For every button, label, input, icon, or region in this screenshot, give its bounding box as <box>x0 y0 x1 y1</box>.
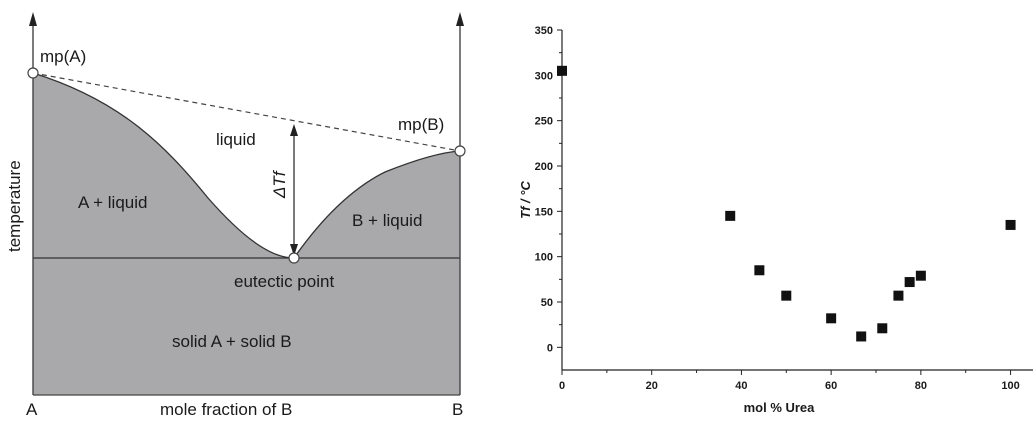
delta-tf-arrow-top <box>290 124 298 136</box>
mp-a-label: mp(A) <box>40 47 86 66</box>
solid-label: solid A + solid B <box>172 332 292 351</box>
a-liquid-label: A + liquid <box>78 193 147 212</box>
x-tick-label: 80 <box>915 380 927 392</box>
data-point <box>754 265 765 276</box>
x-tick-label: 40 <box>735 380 747 392</box>
ideal-dashed-line <box>32 72 461 152</box>
data-point <box>1005 219 1016 230</box>
x-axis-title: mol % Urea <box>744 400 816 415</box>
x-ticks: 0 20 40 60 80 100 <box>559 370 1020 392</box>
y-tick-label: 350 <box>535 25 553 37</box>
phase-diagram: mp(A) mp(B) liquid ΔTf A + liquid B + li… <box>5 12 466 419</box>
liquidus-curve-b <box>293 150 461 259</box>
x-tick-label: 100 <box>1001 380 1019 392</box>
y-tick-label: 300 <box>535 70 553 82</box>
x-tick-label: 20 <box>646 380 658 392</box>
liquid-label: liquid <box>216 130 256 149</box>
mp-a-marker <box>27 67 39 79</box>
mp-b-marker <box>454 145 466 157</box>
corner-a-label: A <box>26 400 38 419</box>
data-point <box>856 331 867 342</box>
y-tick-label: 200 <box>535 161 553 173</box>
data-point <box>781 290 792 301</box>
x-tick-label: 0 <box>559 380 565 392</box>
b-liquid-label: B + liquid <box>352 211 422 230</box>
y-tick-label: 50 <box>541 297 553 309</box>
scatter-chart: 0 50 100 150 200 250 300 350 0 20 40 60 80 100 mol %… <box>518 25 1033 415</box>
b-liquid-region <box>294 151 460 258</box>
y-tick-label: 150 <box>535 206 553 218</box>
temperature-axis-arrow <box>29 12 37 26</box>
delta-tf-arrow-bottom <box>290 244 298 256</box>
data-point <box>893 290 904 301</box>
solid-region <box>33 258 460 395</box>
eutectic-label: eutectic point <box>234 272 334 291</box>
data-points <box>557 65 1016 342</box>
data-point <box>915 270 926 281</box>
corner-b-label: B <box>452 400 463 419</box>
a-liquid-region <box>33 73 294 258</box>
y-tick-label: 100 <box>535 252 553 264</box>
eutectic-marker <box>288 252 300 264</box>
data-point <box>725 210 736 221</box>
delta-tf-label: ΔTf <box>270 169 289 199</box>
composition-axis-title: mole fraction of B <box>160 400 292 419</box>
liquidus-curve-a <box>32 72 295 259</box>
y-tick-label: 0 <box>547 342 553 354</box>
y-axis-title: Tf / °C <box>518 181 533 219</box>
y-ticks: 0 50 100 150 200 250 300 350 <box>535 25 562 354</box>
data-point <box>904 277 915 288</box>
data-point <box>826 313 837 324</box>
right-axis-arrow <box>456 12 464 26</box>
x-tick-label: 60 <box>825 380 837 392</box>
mp-b-label: mp(B) <box>398 115 444 134</box>
temperature-axis-title: temperature <box>5 160 24 252</box>
data-point <box>557 65 567 76</box>
data-point <box>877 323 888 334</box>
y-tick-label: 250 <box>535 116 553 128</box>
